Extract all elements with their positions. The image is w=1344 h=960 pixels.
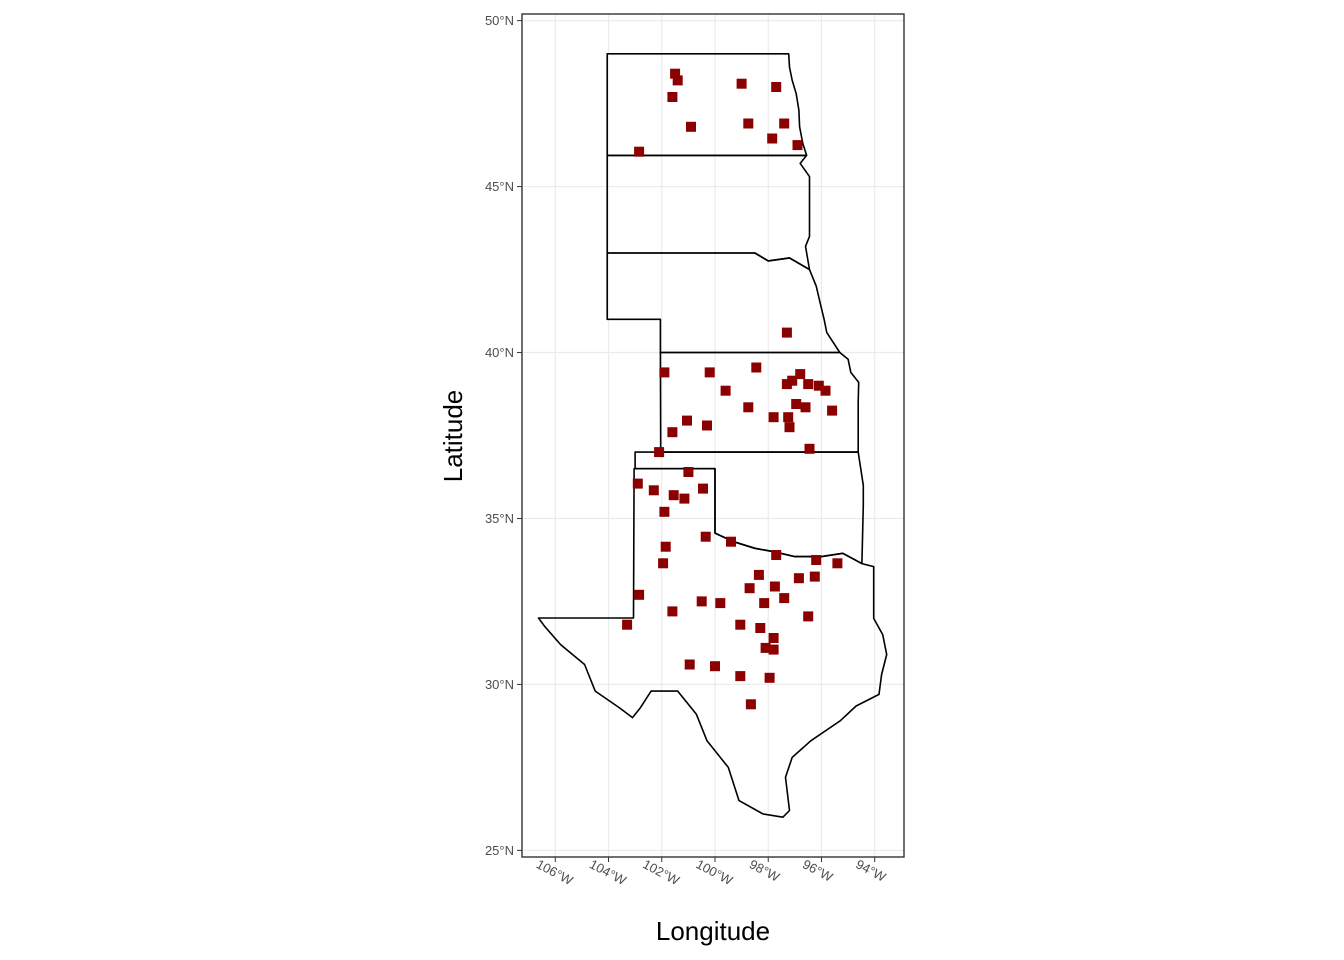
station-point — [771, 550, 782, 560]
y-axis-title: Latitude — [438, 390, 468, 483]
station-point — [804, 443, 815, 454]
state-outline-texas — [537, 467, 888, 818]
station-points — [622, 68, 843, 710]
station-point — [783, 412, 794, 423]
station-point — [668, 490, 679, 501]
station-point — [715, 598, 726, 609]
station-point — [686, 121, 696, 132]
station-point — [720, 385, 731, 396]
station-point — [809, 571, 820, 582]
station-point — [753, 569, 764, 580]
grid-lines — [522, 14, 904, 857]
station-point — [779, 593, 790, 604]
station-point — [658, 558, 669, 569]
station-point — [660, 541, 671, 552]
x-axis-title: Longitude — [656, 916, 770, 946]
station-point — [779, 118, 790, 129]
station-point — [800, 402, 811, 413]
station-point — [793, 573, 804, 584]
station-point — [764, 672, 775, 683]
state-outline-nebraska — [606, 252, 841, 354]
y-tick-label: 35°N — [485, 511, 514, 526]
station-point — [659, 506, 670, 517]
station-point — [803, 611, 814, 622]
station-point — [743, 402, 754, 413]
station-point — [648, 485, 659, 496]
station-point — [684, 659, 695, 670]
station-point — [768, 633, 779, 643]
station-point — [745, 699, 756, 710]
y-tick-label: 40°N — [485, 345, 514, 360]
station-point — [795, 369, 806, 380]
station-point — [771, 82, 782, 92]
state-boundaries — [537, 53, 888, 818]
station-point — [787, 375, 798, 386]
station-point — [767, 133, 778, 144]
station-point — [751, 362, 762, 373]
station-point — [736, 78, 747, 89]
station-point — [667, 92, 678, 102]
station-point — [700, 531, 711, 542]
station-point — [803, 379, 814, 390]
station-point — [768, 644, 779, 655]
station-point — [768, 412, 779, 423]
station-point — [710, 661, 720, 672]
station-point — [682, 415, 692, 426]
station-point — [744, 583, 755, 594]
plot-panel-border — [521, 13, 905, 858]
station-point — [791, 399, 802, 409]
y-tick-label: 25°N — [485, 843, 514, 858]
station-point — [820, 385, 831, 396]
y-tick-label: 30°N — [485, 677, 514, 692]
station-point — [634, 146, 645, 157]
station-point — [827, 405, 838, 416]
station-point — [811, 555, 822, 565]
station-point — [755, 623, 766, 633]
station-point — [632, 478, 643, 489]
station-point — [792, 140, 803, 151]
station-point — [832, 558, 843, 569]
station-point — [654, 447, 665, 458]
station-point — [781, 379, 792, 390]
station-point — [679, 493, 690, 504]
station-point — [735, 619, 746, 630]
station-point — [698, 483, 708, 494]
y-tick-label: 50°N — [485, 13, 514, 28]
y-tick-label: 45°N — [485, 179, 514, 194]
x-tick-label: 98°W — [747, 856, 783, 885]
station-point — [622, 619, 633, 630]
station-point — [759, 598, 770, 609]
station-point — [672, 75, 683, 86]
station-point — [813, 380, 824, 391]
station-point — [670, 68, 681, 79]
station-point — [696, 596, 707, 607]
station-point — [704, 367, 715, 378]
station-point — [781, 327, 792, 338]
station-point — [760, 642, 771, 653]
station-point — [702, 420, 712, 431]
station-point — [726, 536, 736, 547]
station-point — [735, 671, 746, 682]
station-point — [784, 422, 795, 433]
station-point — [634, 589, 645, 600]
station-point — [683, 467, 694, 477]
station-point — [659, 367, 670, 378]
station-point — [743, 118, 754, 129]
station-point — [667, 427, 678, 438]
x-tick-label: 96°W — [800, 856, 836, 885]
x-tick-label: 94°W — [853, 856, 889, 885]
station-point — [769, 581, 780, 592]
station-point — [667, 606, 678, 617]
